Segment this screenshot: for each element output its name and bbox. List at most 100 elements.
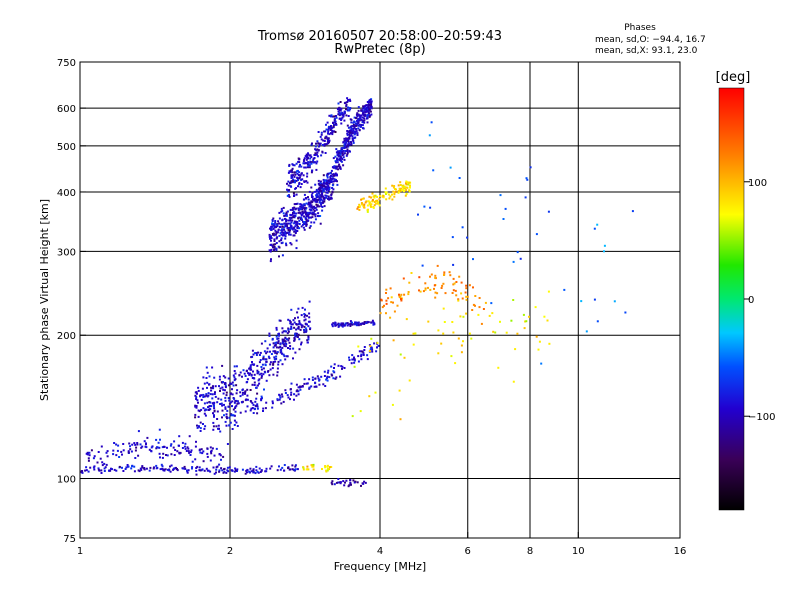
data-point: [231, 400, 234, 403]
data-point: [484, 301, 487, 304]
data-point: [332, 370, 335, 373]
data-point: [288, 195, 291, 198]
data-point: [150, 450, 153, 453]
data-point: [450, 355, 453, 358]
data-point: [499, 194, 502, 197]
data-point: [298, 181, 301, 184]
data-point: [340, 156, 343, 159]
data-point: [274, 233, 277, 236]
data-point: [256, 470, 259, 473]
data-point: [176, 450, 179, 453]
data-point: [353, 356, 355, 359]
data-point: [194, 391, 197, 394]
data-point: [224, 399, 227, 402]
data-point: [189, 454, 192, 456]
data-point: [269, 237, 271, 240]
data-point: [310, 156, 313, 158]
x-tick-label-0: 1: [77, 546, 83, 557]
data-point: [283, 214, 286, 217]
data-point: [314, 148, 317, 151]
y-axis-label: Stationary phase Virtual Height [km]: [38, 199, 51, 401]
data-point: [368, 203, 371, 206]
data-point: [288, 319, 291, 322]
data-point: [284, 330, 287, 333]
data-point: [392, 190, 395, 193]
data-point: [269, 227, 271, 230]
data-point: [285, 219, 288, 222]
data-point: [330, 365, 333, 368]
data-point: [327, 189, 330, 192]
data-point: [212, 403, 215, 406]
data-point: [310, 216, 312, 219]
data-point: [440, 287, 443, 289]
data-point: [330, 115, 332, 118]
data-point: [516, 332, 519, 335]
data-point: [257, 351, 260, 354]
data-point: [353, 120, 356, 123]
data-point: [309, 225, 312, 228]
data-point: [366, 121, 369, 124]
data-point: [287, 347, 289, 349]
data-point: [468, 284, 471, 287]
data-point: [296, 230, 299, 232]
data-point: [357, 345, 360, 348]
data-point: [454, 289, 457, 292]
data-point: [260, 372, 263, 375]
x-tick-label-6: 16: [674, 546, 687, 557]
data-point: [212, 385, 214, 388]
data-point: [117, 444, 120, 447]
data-point: [231, 381, 234, 384]
data-point: [324, 385, 327, 387]
data-point: [427, 320, 430, 323]
y-tick-label-4: 400: [57, 188, 76, 199]
data-point: [268, 332, 271, 335]
data-point: [187, 469, 190, 472]
colorbar-tick-label-2: −100: [748, 412, 775, 423]
data-point: [316, 375, 319, 378]
data-point: [104, 466, 107, 469]
data-point: [288, 233, 290, 236]
data-point: [325, 191, 328, 194]
data-point: [302, 466, 305, 469]
data-point: [277, 229, 280, 232]
data-point: [274, 243, 277, 246]
data-point: [260, 399, 263, 402]
data-point: [226, 417, 228, 420]
data-point: [345, 137, 347, 140]
data-point: [368, 350, 371, 352]
data-point: [249, 365, 252, 368]
data-point: [281, 254, 284, 257]
data-point: [368, 103, 370, 106]
data-point: [340, 149, 343, 152]
data-point: [210, 386, 213, 389]
data-point: [170, 464, 173, 467]
data-point: [316, 205, 319, 208]
data-point: [326, 187, 329, 190]
data-point: [315, 190, 318, 193]
data-point: [280, 348, 283, 351]
data-point: [329, 197, 332, 200]
data-point: [292, 216, 295, 218]
data-point: [323, 144, 326, 147]
trace-2: [330, 478, 367, 488]
data-point: [268, 249, 271, 252]
data-point: [524, 320, 527, 323]
data-point: [585, 330, 588, 333]
data-point: [291, 208, 294, 211]
data-point: [280, 237, 283, 240]
data-point: [236, 400, 239, 403]
data-point: [345, 114, 348, 117]
data-point: [273, 238, 276, 241]
data-point: [296, 221, 299, 224]
stats-line-o: mean, sd,O: −94.4, 16.7: [595, 35, 706, 45]
data-point: [215, 471, 217, 474]
data-point: [246, 388, 249, 391]
data-point: [241, 393, 244, 396]
trace-8: [286, 97, 352, 198]
data-point: [161, 456, 164, 459]
data-point: [442, 332, 445, 335]
data-point: [233, 414, 236, 417]
data-point: [303, 215, 305, 218]
data-point: [331, 191, 334, 194]
data-point: [289, 218, 292, 221]
